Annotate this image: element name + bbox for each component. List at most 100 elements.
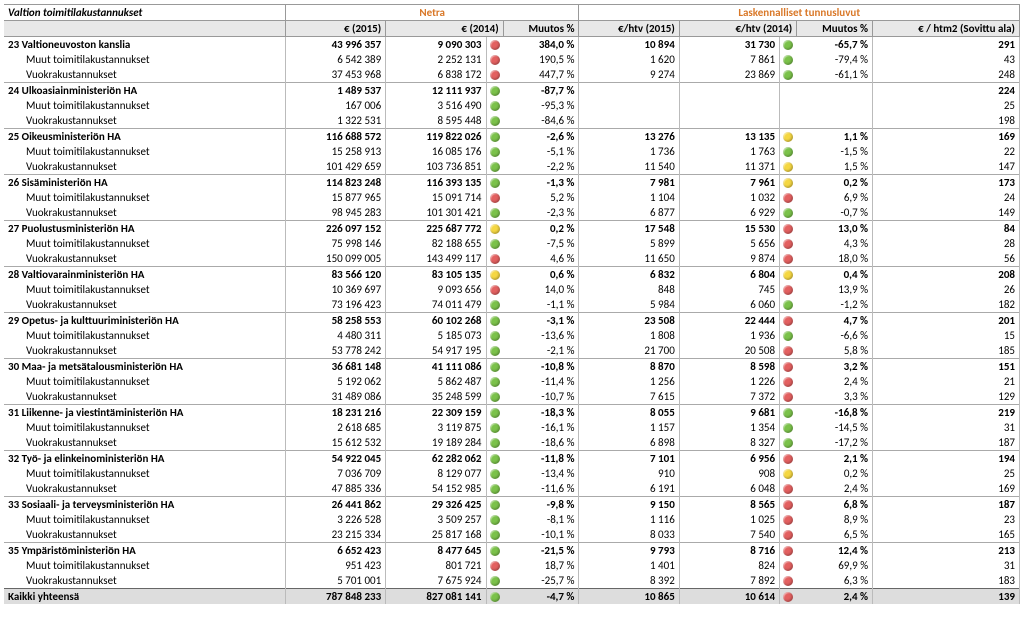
cell-muutos1: 0,2 %: [503, 221, 579, 237]
status-dot-icon: [783, 392, 793, 402]
table-row: Muut toimitilakustannukset3 226 5283 509…: [4, 512, 1020, 527]
cell-muutos2: -0,7 %: [797, 205, 873, 221]
status-dot-icon: [490, 346, 500, 356]
status-dot-icon: [783, 270, 793, 280]
cell-dot2: [780, 527, 797, 543]
status-dot-icon: [490, 592, 500, 602]
cell-dot2: [780, 558, 797, 573]
status-dot-icon: [783, 55, 793, 65]
cell-dot1: [486, 175, 503, 191]
cell-dot1: [486, 543, 503, 559]
cell-dot2: [780, 267, 797, 283]
table-row: 35 Ympäristöministeriön HA6 652 4238 477…: [4, 543, 1020, 559]
row-name: Vuokrakustannukset: [4, 527, 285, 543]
table-row: Muut toimitilakustannukset951 423801 721…: [4, 558, 1020, 573]
cell-e2014: 225 687 772: [386, 221, 486, 237]
table-row: Vuokrakustannukset23 215 33425 817 168-1…: [4, 527, 1020, 543]
cell-h2015: 8 033: [579, 527, 679, 543]
cell-h2015: 11 540: [579, 159, 679, 175]
cell-h2014: 1 226: [679, 374, 779, 389]
cell-muutos1: -84,6 %: [503, 113, 579, 129]
cell-h2014: 1 936: [679, 328, 779, 343]
cell-dot1: [486, 236, 503, 251]
cell-h2015: 21 700: [579, 343, 679, 359]
cell-dot1: [486, 573, 503, 589]
cell-h2014: 6 060: [679, 297, 779, 313]
table-row: 29 Opetus- ja kulttuuriministeriön HA58 …: [4, 313, 1020, 329]
cell-e2015: 226 097 152: [285, 221, 385, 237]
cell-h2015: 6 832: [579, 267, 679, 283]
cell-e2015: 787 848 233: [285, 589, 385, 605]
cell-e2015: 101 429 659: [285, 159, 385, 175]
cell-muutos2: 18,0 %: [797, 251, 873, 267]
cell-dot1: [486, 159, 503, 175]
cell-e2014: 60 102 268: [386, 313, 486, 329]
cell-muutos2: -17,2 %: [797, 435, 873, 451]
cell-dot2: [780, 543, 797, 559]
cell-dot1: [486, 343, 503, 359]
cell-htm2: 56: [873, 251, 1020, 267]
cell-h2015: 9 274: [579, 67, 679, 83]
cell-dot2: [780, 83, 797, 99]
cell-h2015: 910: [579, 466, 679, 481]
cell-e2014: 83 105 135: [386, 267, 486, 283]
cell-muutos2: 6,5 %: [797, 527, 873, 543]
cost-table: Valtion toimitilakustannukset Netra Lask…: [4, 4, 1020, 604]
cell-h2015: 1 620: [579, 52, 679, 67]
row-name: Vuokrakustannukset: [4, 435, 285, 451]
cell-h2014: [679, 83, 779, 99]
table-row: 31 Liikenne- ja viestintäministeriön HA1…: [4, 405, 1020, 421]
cell-e2015: 150 099 005: [285, 251, 385, 267]
cell-muutos2: 4,3 %: [797, 236, 873, 251]
cell-dot2: [780, 251, 797, 267]
cell-e2014: 827 081 141: [386, 589, 486, 605]
cell-muutos1: -5,1 %: [503, 144, 579, 159]
cell-e2014: 54 917 195: [386, 343, 486, 359]
status-dot-icon: [783, 515, 793, 525]
cell-muutos1: -7,5 %: [503, 236, 579, 251]
cell-e2014: 62 282 062: [386, 451, 486, 467]
cell-e2015: 5 701 001: [285, 573, 385, 589]
row-name: 24 Ulkoasiainministeriön HA: [4, 83, 285, 99]
cell-dot2: [780, 328, 797, 343]
cell-e2014: 9 090 303: [386, 37, 486, 53]
cell-muutos2: -79,4 %: [797, 52, 873, 67]
status-dot-icon: [490, 408, 500, 418]
cell-h2015: 10 865: [579, 589, 679, 605]
cell-e2014: 8 129 077: [386, 466, 486, 481]
cell-h2014: [679, 98, 779, 113]
status-dot-icon: [783, 147, 793, 157]
cell-muutos1: -3,1 %: [503, 313, 579, 329]
cell-h2015: 1 736: [579, 144, 679, 159]
status-dot-icon: [783, 469, 793, 479]
table-row: Muut toimitilakustannukset4 480 3115 185…: [4, 328, 1020, 343]
cell-htm2: 219: [873, 405, 1020, 421]
cell-dot1: [486, 589, 503, 605]
table-row: Muut toimitilakustannukset15 258 91316 0…: [4, 144, 1020, 159]
cell-htm2: 213: [873, 543, 1020, 559]
cell-e2015: 54 922 045: [285, 451, 385, 467]
table-row: Muut toimitilakustannukset6 542 3892 252…: [4, 52, 1020, 67]
cell-h2015: 5 899: [579, 236, 679, 251]
cell-h2015: [579, 98, 679, 113]
cell-muutos1: 190,5 %: [503, 52, 579, 67]
cell-dot2: [780, 297, 797, 313]
cell-htm2: 22: [873, 144, 1020, 159]
cell-h2015: 10 894: [579, 37, 679, 53]
col-htm2: € / htm2 (Sovittu ala): [873, 21, 1020, 37]
row-name: Vuokrakustannukset: [4, 343, 285, 359]
cell-htm2: 165: [873, 527, 1020, 543]
table-row: Vuokrakustannukset101 429 659103 736 851…: [4, 159, 1020, 175]
cell-muutos2: 8,9 %: [797, 512, 873, 527]
cell-muutos1: -2,2 %: [503, 159, 579, 175]
cell-muutos1: -1,1 %: [503, 297, 579, 313]
cell-muutos2: 0,2 %: [797, 175, 873, 191]
cell-muutos1: -10,7 %: [503, 389, 579, 405]
cell-muutos1: -87,7 %: [503, 83, 579, 99]
cell-muutos1: -10,1 %: [503, 527, 579, 543]
cell-dot2: [780, 466, 797, 481]
cell-h2014: 824: [679, 558, 779, 573]
cell-e2015: 18 231 216: [285, 405, 385, 421]
cell-h2015: 23 508: [579, 313, 679, 329]
status-dot-icon: [490, 515, 500, 525]
